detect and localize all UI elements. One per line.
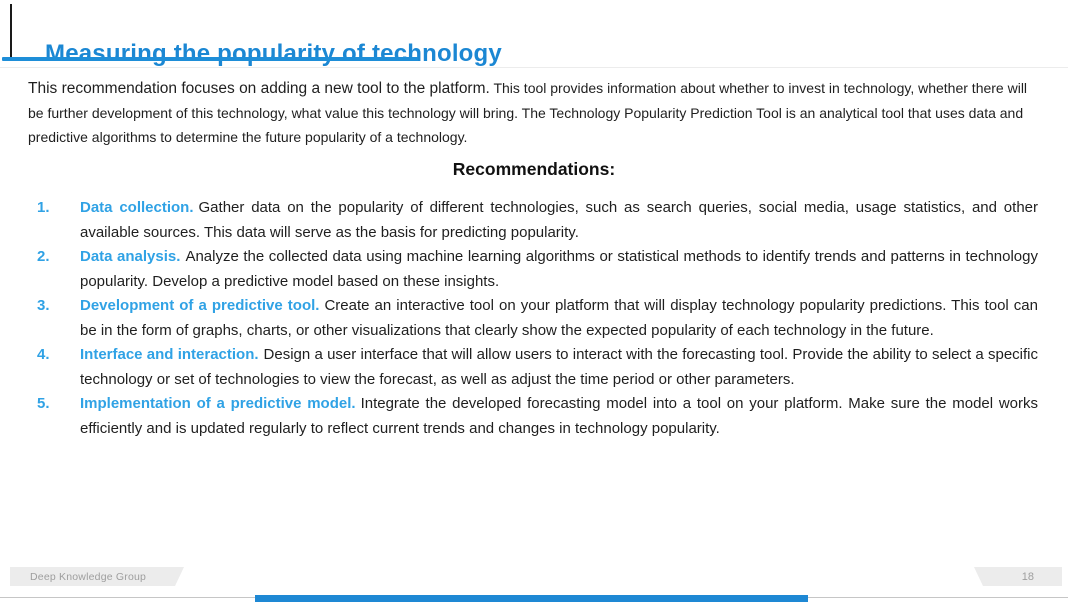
recommendation-item: 3. Development of a predictive tool. Crea…	[0, 294, 1068, 343]
item-number: 4.	[37, 346, 50, 363]
item-lead: Data collection.	[80, 199, 194, 216]
item-lead: Interface and interaction.	[80, 346, 259, 363]
item-text: Implementation of a predictive model. Int…	[80, 392, 1038, 441]
item-lead: Development of a predictive tool.	[80, 297, 320, 314]
recommendation-item: 4. Interface and interaction. Design a us…	[0, 343, 1068, 392]
title-divider-line	[0, 67, 1068, 68]
item-number: 3.	[37, 297, 50, 314]
title-edge-mark	[10, 4, 12, 57]
item-lead: Data analysis.	[80, 248, 181, 265]
item-number: 1.	[37, 199, 50, 216]
intro-rest: This tool provides information about whe…	[28, 80, 1028, 145]
recommendation-item: 1. Data collection. Gather data on the po…	[0, 196, 1068, 245]
item-text: Development of a predictive tool. Create …	[80, 294, 1038, 343]
item-number: 5.	[37, 395, 50, 412]
slide-title: Measuring the popularity of technology	[45, 40, 502, 68]
title-underline	[2, 57, 418, 61]
footer-page-badge: 18	[974, 567, 1062, 586]
intro-paragraph: This recommendation focuses on adding a …	[28, 76, 1042, 149]
item-body: Design a user interface that will allow …	[80, 346, 1039, 388]
page-number: 18	[1021, 570, 1034, 583]
item-body: Analyze the collected data using machine…	[80, 248, 1038, 290]
footer-company-label: Deep Knowledge Group	[30, 570, 147, 583]
item-body: Integrate the developed forecasting mode…	[80, 395, 1039, 437]
item-number: 2.	[37, 248, 50, 265]
recommendations-heading: Recommendations:	[452, 159, 616, 179]
recommendation-item: 5. Implementation of a predictive model.…	[0, 392, 1068, 441]
item-text: Interface and interaction. Design a user …	[80, 343, 1038, 392]
recommendation-item: 2. Data analysis. Analyze the collected d…	[0, 245, 1068, 294]
item-text: Data analysis. Analyze the collected data…	[80, 245, 1038, 294]
footer-company-badge: Deep Knowledge Group	[10, 567, 184, 586]
item-lead: Implementation of a predictive model.	[80, 395, 356, 412]
bottom-accent-bar	[255, 595, 808, 602]
item-body: Create an interactive tool on your platf…	[80, 297, 1038, 339]
intro-lead-sentence: This recommendation focuses on adding a …	[28, 80, 490, 97]
recommendations-list: 1. Data collection. Gather data on the po…	[0, 196, 1068, 441]
item-body: Gather data on the popularity of differe…	[80, 199, 1038, 241]
item-text: Data collection. Gather data on the popul…	[80, 196, 1038, 245]
